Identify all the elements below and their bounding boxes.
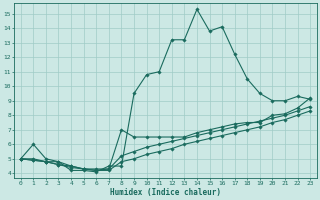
X-axis label: Humidex (Indice chaleur): Humidex (Indice chaleur): [110, 188, 221, 197]
